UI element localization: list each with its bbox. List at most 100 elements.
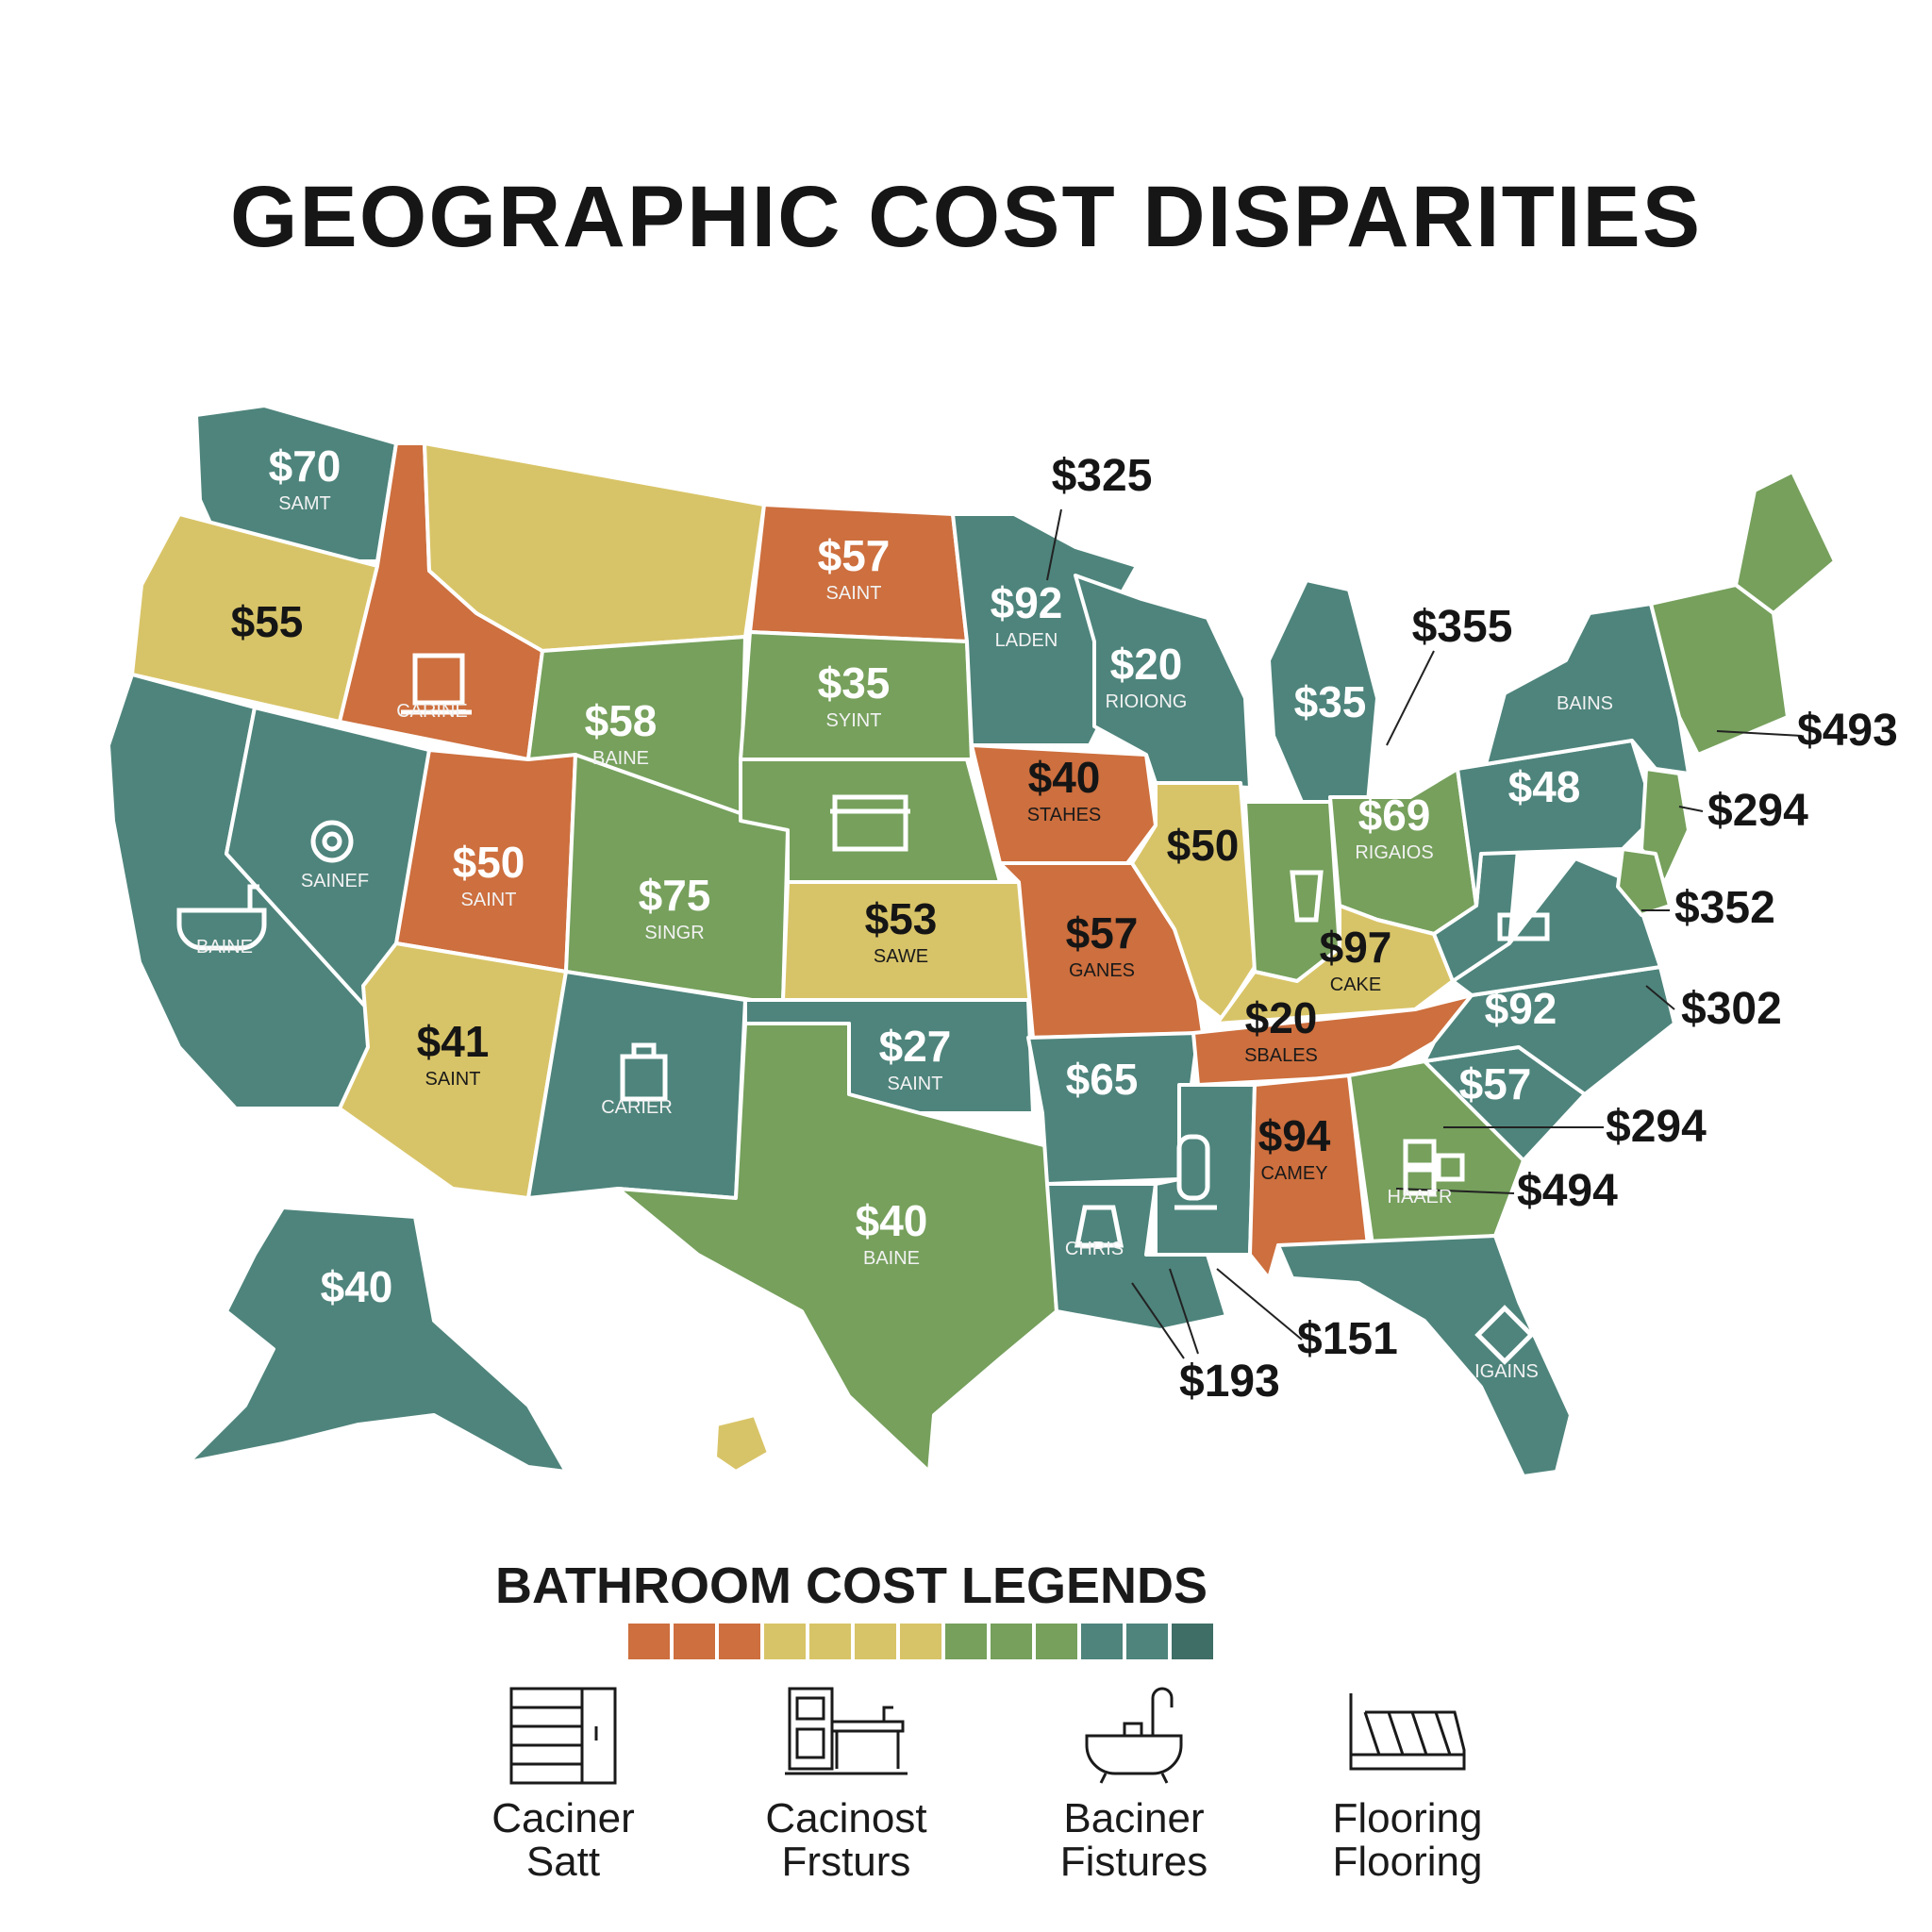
legend-item-bathtub: Baciner Fistures bbox=[992, 1684, 1275, 1884]
legend-swatch-2 bbox=[674, 1624, 715, 1659]
state-price-ky: $97 bbox=[1320, 923, 1392, 972]
bathroom-vanity-icon bbox=[830, 794, 910, 852]
callout-c294b: $294 bbox=[1606, 1102, 1707, 1152]
callout-c352: $352 bbox=[1674, 883, 1775, 933]
legend-color-scale bbox=[628, 1624, 1213, 1659]
vanity-icon bbox=[401, 653, 472, 715]
state-label-ut: SAINT bbox=[461, 890, 517, 910]
state-price-wi: $20 bbox=[1110, 640, 1183, 689]
state-hawaii bbox=[713, 1413, 771, 1474]
legend-swatch-13 bbox=[1172, 1624, 1213, 1659]
legend-item-vanity: Cacinost Frsturs bbox=[705, 1684, 988, 1884]
state-maine bbox=[1734, 470, 1837, 615]
state-price-wa: $70 bbox=[269, 441, 341, 491]
state-arkansas bbox=[1026, 1031, 1200, 1186]
state-label-sd: SYINT bbox=[826, 710, 882, 731]
state-texas bbox=[616, 1022, 1058, 1474]
callout-c302: $302 bbox=[1681, 984, 1782, 1034]
shower-icon bbox=[1074, 1205, 1124, 1248]
callout-c493: $493 bbox=[1797, 706, 1898, 756]
state-label-nm: CARIER bbox=[601, 1097, 673, 1118]
state-label-ok: SAINT bbox=[888, 1074, 943, 1094]
state-price-ks: $53 bbox=[865, 894, 938, 943]
state-label-ky: CAKE bbox=[1330, 974, 1381, 995]
state-price-mi: $35 bbox=[1294, 677, 1367, 726]
tile-icon bbox=[1403, 1139, 1465, 1196]
legend-item-label-2: Satt bbox=[525, 1839, 601, 1885]
page-title: GEOGRAPHIC COST DISPARITIES bbox=[229, 169, 1703, 265]
legend-swatch-6 bbox=[855, 1624, 896, 1659]
state-price-ak: $40 bbox=[321, 1262, 393, 1311]
bathtub-icon bbox=[1085, 1687, 1183, 1784]
state-price-wy: $58 bbox=[585, 696, 658, 745]
state-oregon bbox=[130, 512, 379, 724]
legend-swatch-5 bbox=[809, 1624, 851, 1659]
state-price-sd: $35 bbox=[818, 658, 891, 708]
legend-item-label-2: Flooring bbox=[1332, 1839, 1483, 1885]
state-label-nv: SAINEF bbox=[301, 871, 369, 891]
state-price-sc: $57 bbox=[1459, 1059, 1532, 1108]
legend-item-label-2: Fistures bbox=[1059, 1839, 1208, 1885]
state-label-co: SINGR bbox=[644, 923, 704, 943]
state-label-al: CAMEY bbox=[1260, 1163, 1327, 1184]
bathtub-icon bbox=[176, 884, 267, 951]
state-price-al: $94 bbox=[1258, 1111, 1331, 1160]
legend-item-label-2: Frsturs bbox=[781, 1839, 911, 1885]
state-label-nd: SAINT bbox=[826, 583, 882, 604]
state-price-tn: $20 bbox=[1245, 993, 1318, 1042]
state-price-il: $50 bbox=[1167, 821, 1240, 870]
callout-c193: $193 bbox=[1179, 1357, 1280, 1407]
state-michigan bbox=[1267, 578, 1379, 804]
state-label-mo: GANES bbox=[1069, 960, 1135, 981]
gear-icon bbox=[310, 820, 354, 863]
state-iowa bbox=[970, 743, 1158, 865]
callout-c494: $494 bbox=[1517, 1166, 1618, 1216]
state-price-ia: $40 bbox=[1028, 753, 1101, 802]
state-label-wy: BAINE bbox=[592, 748, 649, 769]
state-south-dakota bbox=[739, 630, 974, 761]
state-price-or: $55 bbox=[231, 597, 304, 646]
state-label-ny: BAINS bbox=[1557, 693, 1613, 714]
legend-swatch-4 bbox=[764, 1624, 806, 1659]
state-label-wi: RIOIONG bbox=[1106, 691, 1188, 712]
state-price-mo: $57 bbox=[1066, 908, 1139, 958]
state-label-az: SAINT bbox=[425, 1069, 481, 1090]
vacuum-icon bbox=[1174, 1134, 1217, 1210]
state-price-ok: $27 bbox=[879, 1022, 952, 1071]
state-kentucky bbox=[1215, 904, 1455, 1025]
bag-icon bbox=[620, 1042, 668, 1102]
bed-icon bbox=[1497, 912, 1550, 941]
state-new-mexico bbox=[526, 970, 747, 1200]
state-florida bbox=[1276, 1234, 1573, 1478]
state-label-ks: SAWE bbox=[874, 946, 928, 967]
legend-swatch-7 bbox=[900, 1624, 941, 1659]
legend-swatch-8 bbox=[945, 1624, 987, 1659]
state-price-oh: $69 bbox=[1358, 791, 1431, 840]
legend-swatch-12 bbox=[1126, 1624, 1168, 1659]
state-label-ia: STAHES bbox=[1027, 805, 1102, 825]
state-price-nc: $92 bbox=[1485, 984, 1557, 1033]
legend-swatch-9 bbox=[991, 1624, 1032, 1659]
state-price-az: $41 bbox=[417, 1017, 490, 1066]
legend-item-label-1: Flooring bbox=[1332, 1795, 1483, 1841]
state-label-la: CHRIS bbox=[1065, 1239, 1124, 1259]
state-label-tx: BAINE bbox=[863, 1248, 920, 1269]
state-label-ga: HAAER bbox=[1388, 1187, 1453, 1208]
state-label-fl: IGAINS bbox=[1474, 1361, 1539, 1382]
state-price-nd: $57 bbox=[818, 531, 891, 580]
state-label-mn: LADEN bbox=[995, 630, 1058, 651]
toilet-icon bbox=[1290, 870, 1324, 923]
legend-swatch-10 bbox=[1036, 1624, 1077, 1659]
legend-swatch-3 bbox=[719, 1624, 760, 1659]
state-label-tn: SBALES bbox=[1244, 1045, 1318, 1066]
state-price-ut: $50 bbox=[453, 838, 525, 887]
state-alaska bbox=[187, 1206, 568, 1474]
state-price-pa: $48 bbox=[1508, 762, 1581, 811]
vanity-icon bbox=[785, 1687, 908, 1775]
cabinet-icon bbox=[509, 1687, 617, 1785]
legend-item-label-1: Cacinost bbox=[765, 1795, 927, 1841]
callout-c355: $355 bbox=[1412, 602, 1513, 652]
state-label-oh: RIGAIOS bbox=[1355, 842, 1433, 863]
state-new-york bbox=[1484, 602, 1690, 775]
